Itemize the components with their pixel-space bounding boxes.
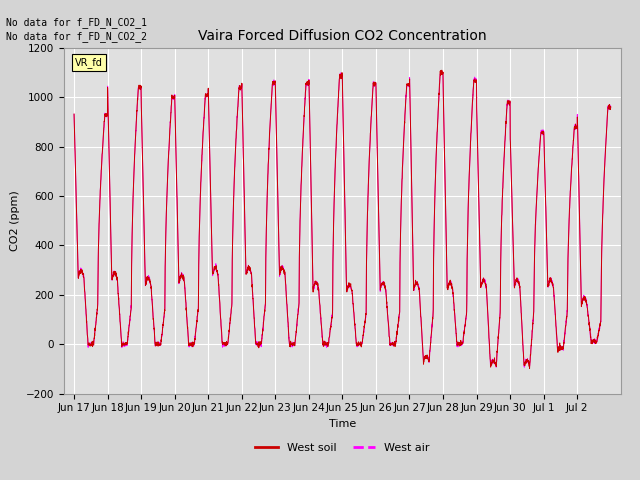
Title: Vaira Forced Diffusion CO2 Concentration: Vaira Forced Diffusion CO2 Concentration	[198, 29, 486, 43]
Legend: West soil, West air: West soil, West air	[251, 438, 434, 457]
Text: VR_fd: VR_fd	[75, 57, 102, 68]
Text: No data for f_FD_N_CO2_2: No data for f_FD_N_CO2_2	[6, 31, 147, 42]
Text: No data for f_FD_N_CO2_1: No data for f_FD_N_CO2_1	[6, 17, 147, 28]
X-axis label: Time: Time	[329, 419, 356, 429]
Y-axis label: CO2 (ppm): CO2 (ppm)	[10, 191, 20, 251]
